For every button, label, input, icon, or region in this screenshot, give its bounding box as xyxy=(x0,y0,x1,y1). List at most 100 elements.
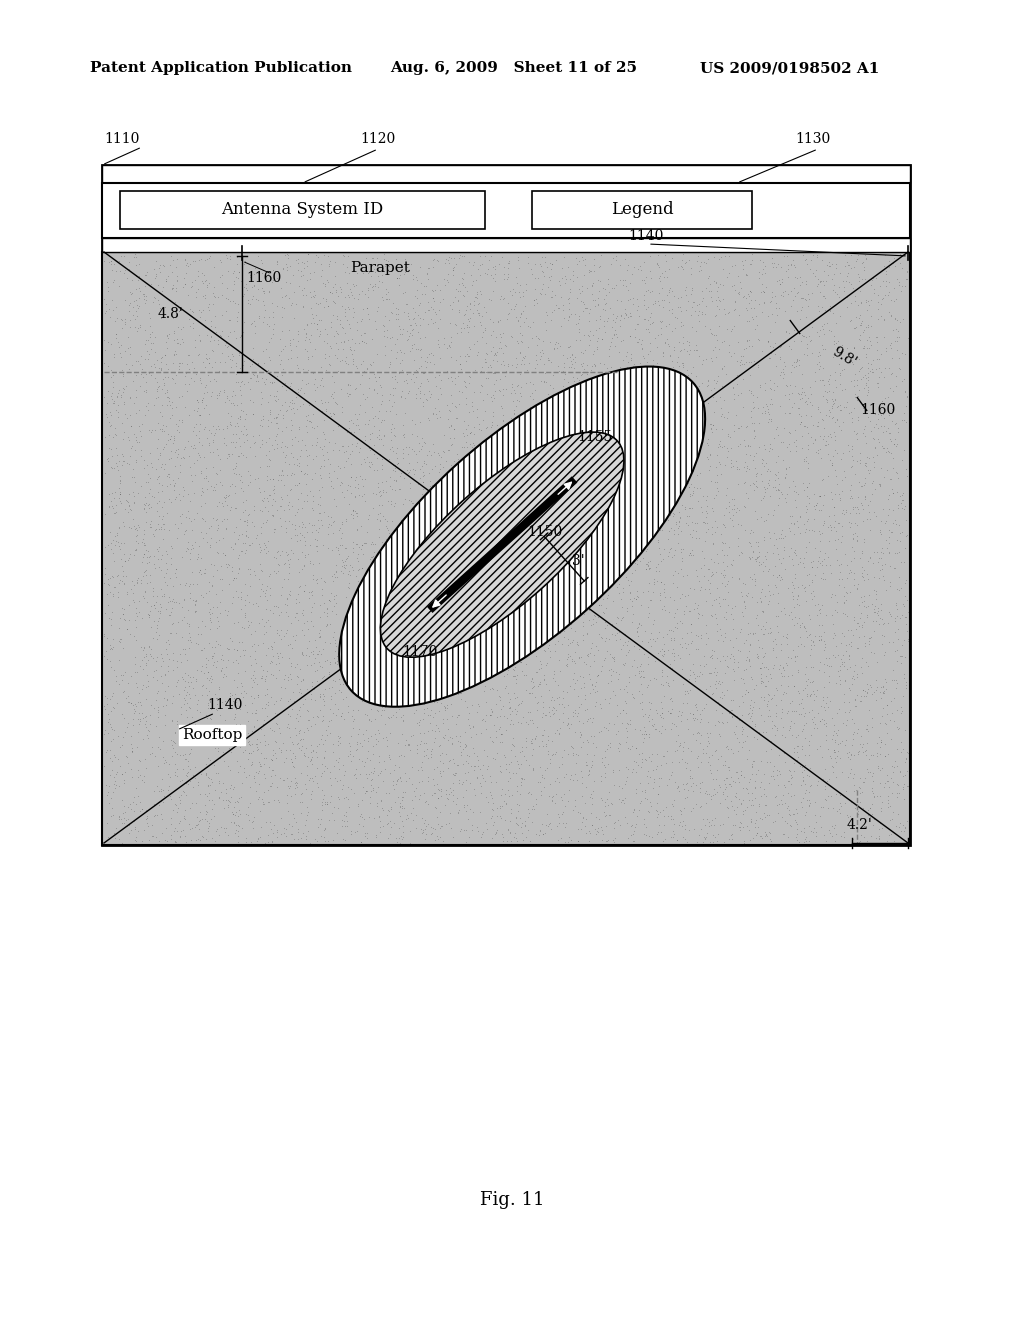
Point xyxy=(97,698,114,719)
Point xyxy=(461,372,477,393)
Point xyxy=(317,289,334,310)
Point xyxy=(748,306,764,327)
Point xyxy=(216,817,232,838)
Point xyxy=(589,337,605,358)
Point xyxy=(885,252,901,273)
Point xyxy=(648,759,665,780)
Point xyxy=(303,768,319,789)
Point xyxy=(135,636,152,657)
Point xyxy=(240,506,256,527)
Point xyxy=(471,696,487,717)
Point xyxy=(649,437,666,458)
Point xyxy=(550,519,566,540)
Point xyxy=(596,602,612,623)
Point xyxy=(532,416,549,437)
Point xyxy=(187,768,204,789)
Point xyxy=(513,304,529,325)
Point xyxy=(369,796,385,817)
Point xyxy=(402,477,419,498)
Point xyxy=(813,594,829,615)
Point xyxy=(395,822,412,843)
Point xyxy=(782,506,799,527)
Point xyxy=(284,638,300,659)
Point xyxy=(127,793,143,814)
Point xyxy=(543,606,559,627)
Point xyxy=(888,669,904,690)
Point xyxy=(527,288,544,309)
Point xyxy=(658,499,675,520)
Point xyxy=(218,665,234,686)
Point xyxy=(148,458,165,479)
Point xyxy=(817,788,834,809)
Point xyxy=(230,631,247,652)
Point xyxy=(738,288,755,309)
Point xyxy=(556,574,572,595)
Point xyxy=(396,302,413,323)
Point xyxy=(102,609,119,630)
Point xyxy=(828,253,845,275)
Point xyxy=(256,480,272,502)
Point xyxy=(550,804,566,825)
Point xyxy=(635,706,651,727)
Point xyxy=(566,700,583,721)
Point xyxy=(543,428,559,449)
Point xyxy=(715,781,731,803)
Point xyxy=(558,582,574,603)
Point xyxy=(552,718,568,739)
Point xyxy=(442,590,459,611)
Bar xyxy=(120,191,485,228)
Point xyxy=(807,430,823,451)
Point xyxy=(412,710,428,731)
Point xyxy=(709,620,725,642)
Point xyxy=(120,713,136,734)
Point xyxy=(535,342,551,363)
Point xyxy=(106,777,123,799)
Point xyxy=(689,665,706,686)
Point xyxy=(611,619,628,640)
Point xyxy=(656,640,673,661)
Point xyxy=(791,516,807,537)
Point xyxy=(226,483,243,504)
Point xyxy=(225,709,242,730)
Point xyxy=(477,771,494,792)
Point xyxy=(350,700,367,721)
Point xyxy=(788,645,805,667)
Point xyxy=(549,478,565,499)
Point xyxy=(571,330,588,351)
Point xyxy=(582,260,598,281)
Point xyxy=(242,355,258,376)
Point xyxy=(717,754,733,775)
Point xyxy=(417,693,433,714)
Point xyxy=(303,312,319,333)
Point xyxy=(128,616,144,638)
Point xyxy=(723,775,739,796)
Point xyxy=(891,275,907,296)
Point xyxy=(379,511,395,532)
Point xyxy=(600,660,616,681)
Point xyxy=(629,417,645,438)
Point xyxy=(699,726,716,747)
Point xyxy=(599,640,615,661)
Point xyxy=(486,343,503,364)
Point xyxy=(327,768,343,789)
Point xyxy=(159,387,175,408)
Point xyxy=(323,317,339,338)
Point xyxy=(863,306,880,327)
Point xyxy=(456,614,472,635)
Point xyxy=(465,590,481,611)
Point xyxy=(827,624,844,645)
Point xyxy=(488,680,505,701)
Point xyxy=(860,585,877,606)
Point xyxy=(793,383,809,404)
Point xyxy=(879,764,895,785)
Point xyxy=(140,676,157,697)
Point xyxy=(744,546,761,568)
Point xyxy=(873,791,890,812)
Point xyxy=(464,391,480,412)
Point xyxy=(711,671,727,692)
Point xyxy=(782,764,799,785)
Point xyxy=(214,692,230,713)
Point xyxy=(422,634,438,655)
Point xyxy=(508,812,524,833)
Point xyxy=(885,660,901,681)
